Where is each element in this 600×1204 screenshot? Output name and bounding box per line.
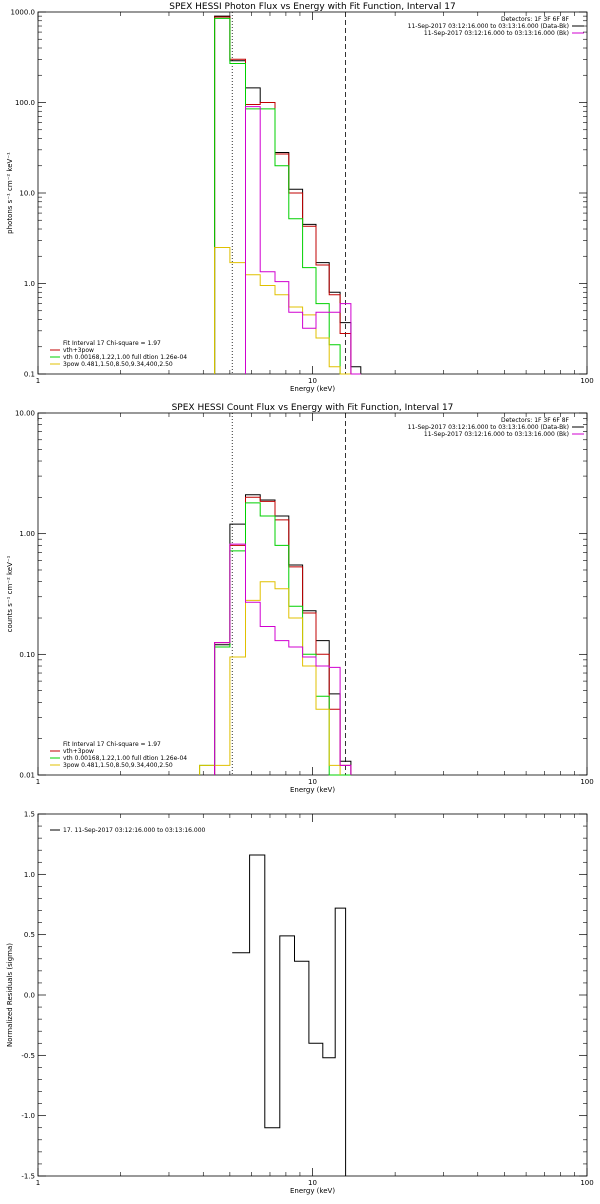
y-tick-label: 1.0 bbox=[24, 280, 35, 288]
legend-line-1: Fit Interval 17 Chi-square = 1.97 bbox=[63, 340, 161, 347]
legend-line-1: 17. 11-Sep-2017 03:12:16.000 to 03:13:16… bbox=[63, 827, 206, 834]
x-tick-label: 100 bbox=[580, 1179, 593, 1187]
header-line-2: 11-Sep-2017 03:12:16.000 to 03:13:16.000… bbox=[408, 424, 569, 431]
x-tick-label: 100 bbox=[580, 377, 593, 385]
y-tick-label: 100.0 bbox=[15, 99, 35, 107]
y-tick-label: 0.01 bbox=[19, 772, 35, 780]
chart-title: SPEX HESSI Photon Flux vs Energy with Fi… bbox=[169, 2, 455, 12]
series-3-green-histogram bbox=[214, 17, 361, 375]
legend-line-3: vth 0.00168,1.22,1.00 full dtion 1.26e-0… bbox=[63, 755, 187, 762]
chart-panel-3: 1 10 100 Energy (keV) -1.5 -1.0 -0.5 0.0 0.5 1.0 1… bbox=[6, 811, 594, 1196]
series-1-black-histogram bbox=[232, 854, 347, 1176]
x-tick-label: 10 bbox=[308, 377, 317, 385]
y-tick-label: -1.5 bbox=[21, 1173, 35, 1181]
y-axis-label: photons s⁻¹ cm⁻² keV⁻¹ bbox=[6, 152, 14, 234]
y-tick-label: 1.00 bbox=[19, 530, 35, 538]
legend-line-2: vth+3pow bbox=[63, 748, 94, 755]
y-tick-label: 0.1 bbox=[24, 371, 35, 379]
header-line-1: Detectors: 1F 3F 6F 8F bbox=[501, 16, 570, 23]
x-tick-label: 1 bbox=[36, 377, 40, 385]
x-tick-label: 10 bbox=[308, 1179, 317, 1187]
plot-frame bbox=[37, 11, 588, 375]
y-tick-label: 1000.0 bbox=[11, 9, 36, 17]
series-1-black-histogram bbox=[214, 494, 352, 775]
x-tick-label: 10 bbox=[308, 778, 317, 786]
plot-frame bbox=[37, 813, 588, 1177]
series-3-green-histogram bbox=[199, 502, 351, 776]
legend-line-3: vth 0.00168,1.22,1.00 full dtion 1.26e-0… bbox=[63, 354, 187, 361]
x-tick-label: 1 bbox=[36, 1179, 40, 1187]
chart-title: SPEX HESSI Count Flux vs Energy with Fit… bbox=[172, 403, 454, 413]
y-tick-label: 0.10 bbox=[19, 651, 35, 659]
series-1-black-histogram bbox=[214, 15, 362, 374]
y-tick-label: 1.5 bbox=[24, 811, 35, 819]
series-2-red-histogram bbox=[214, 16, 361, 375]
x-axis-label: Energy (keV) bbox=[290, 1187, 335, 1195]
header-line-3: 11-Sep-2017 03:12:16.000 to 03:13:16.000… bbox=[424, 30, 569, 37]
y-tick-label: 10.00 bbox=[15, 410, 35, 418]
x-tick-label: 1 bbox=[36, 778, 40, 786]
legend-line-2: vth+3pow bbox=[63, 347, 94, 354]
header-line-2: 11-Sep-2017 03:12:16.000 to 03:13:16.000… bbox=[408, 23, 569, 30]
series-5-magenta-histogram bbox=[245, 106, 361, 375]
header-line-1: Detectors: 1F 3F 6F 8F bbox=[501, 417, 570, 424]
y-tick-label: 0.5 bbox=[24, 931, 35, 939]
plot-frame bbox=[37, 412, 588, 776]
x-axis-label: Energy (keV) bbox=[290, 786, 335, 794]
x-axis-label: Energy (keV) bbox=[290, 385, 335, 393]
legend-line-1: Fit Interval 17 Chi-square = 1.97 bbox=[63, 741, 161, 748]
y-tick-label: 1.0 bbox=[24, 871, 35, 879]
header-line-3: 11-Sep-2017 03:12:16.000 to 03:13:16.000… bbox=[424, 431, 569, 438]
chart-panel-1: SPEX HESSI Photon Flux vs Energy with Fi… bbox=[6, 2, 594, 393]
y-tick-label: -1.0 bbox=[21, 1112, 35, 1120]
series-4-yellow-histogram bbox=[199, 581, 341, 775]
legend-line-4: 3pow 0.481,1.50,8.50,9.34,400,2.50 bbox=[63, 762, 173, 769]
y-tick-label: 10.0 bbox=[19, 190, 35, 198]
y-axis-label: Normalized Residuals (sigma) bbox=[6, 943, 14, 1047]
legend-line-4: 3pow 0.481,1.50,8.50,9.34,400,2.50 bbox=[63, 361, 173, 368]
chart-panel-2: SPEX HESSI Count Flux vs Energy with Fit… bbox=[6, 403, 594, 794]
series-5-magenta-histogram bbox=[214, 543, 352, 775]
y-axis-label: counts s⁻¹ cm⁻² keV⁻¹ bbox=[6, 555, 14, 632]
y-tick-label: -0.5 bbox=[21, 1052, 35, 1060]
x-tick-label: 100 bbox=[580, 778, 593, 786]
series-4-yellow-histogram bbox=[214, 247, 361, 375]
series-2-red-histogram bbox=[214, 496, 352, 775]
y-tick-label: 0.0 bbox=[24, 992, 35, 1000]
